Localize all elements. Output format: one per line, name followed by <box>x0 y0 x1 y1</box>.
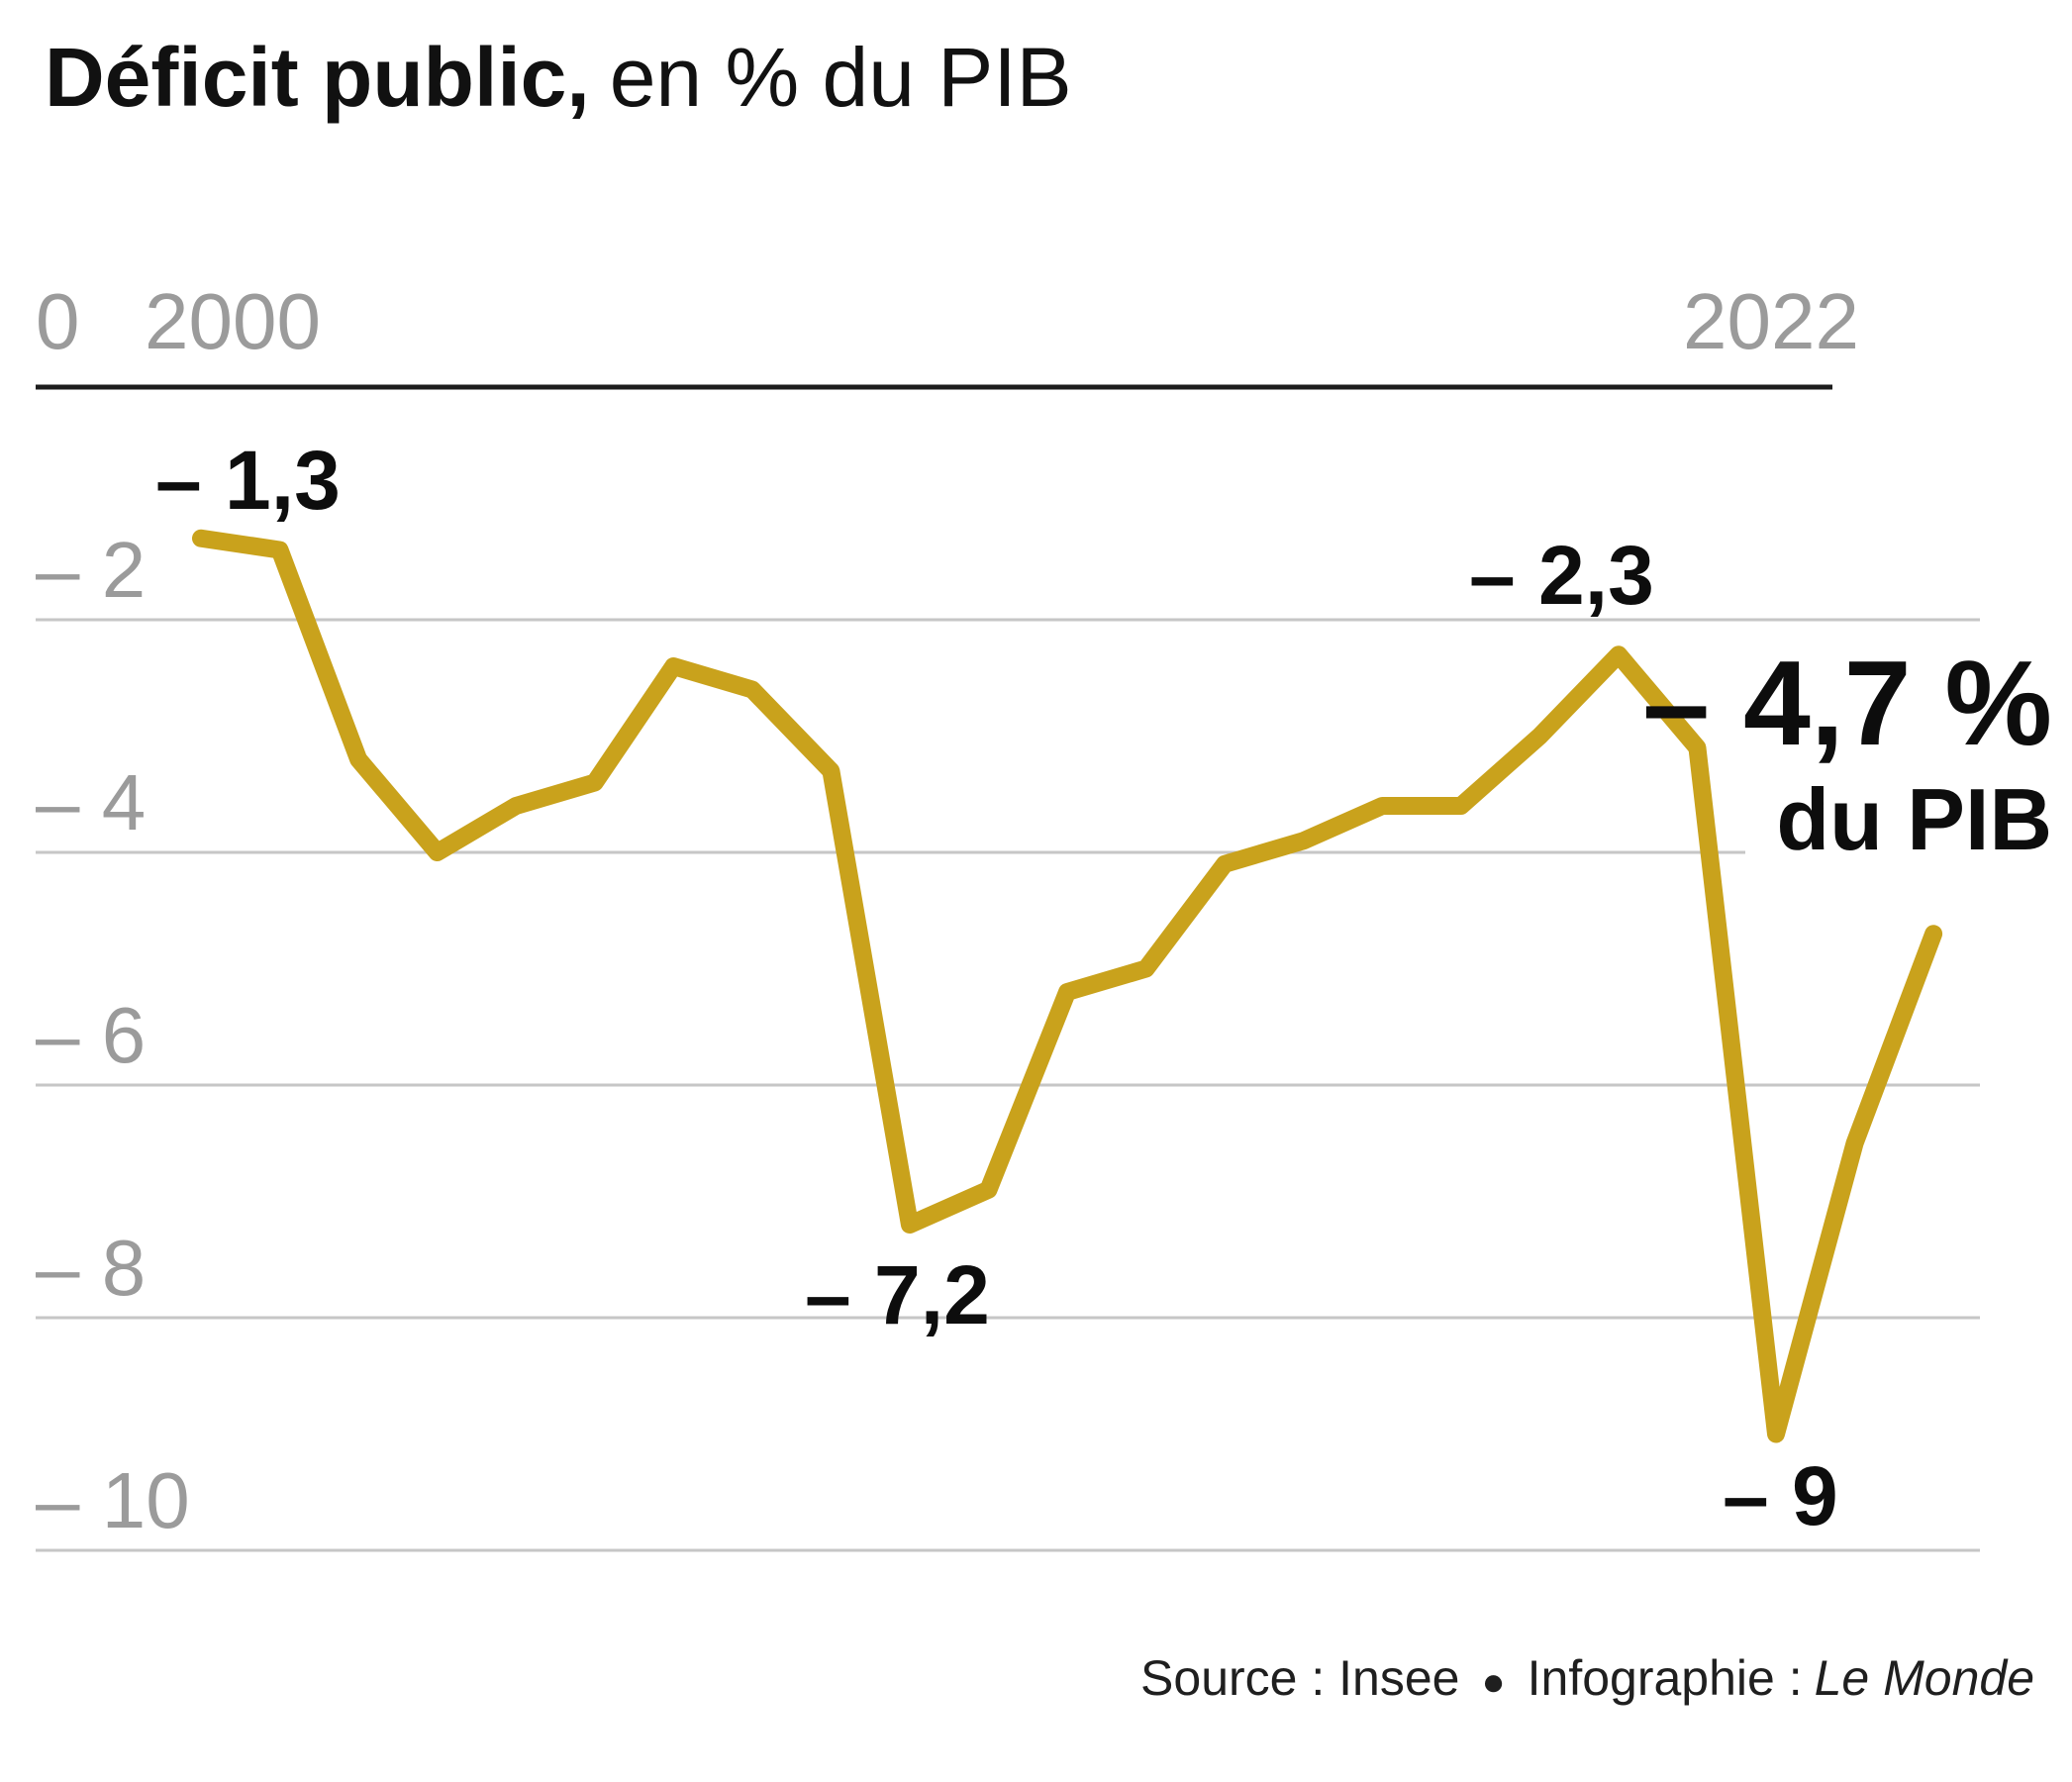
gridline-layer: – 2 – 4 – 6 – 8 – 10 <box>36 526 1980 1552</box>
y-tick-label--8: – 8 <box>36 1224 146 1312</box>
y-tick-label--2: – 2 <box>36 526 146 614</box>
source-credit-line: Source : Insee ● Infographie : Le Monde <box>1140 1650 2034 1706</box>
source-label: Source : Insee <box>1140 1650 1459 1706</box>
deficit-line <box>192 529 1943 1443</box>
annotation-n13: – 1,3 <box>155 434 341 527</box>
credit-label: Le Monde <box>1815 1650 2034 1706</box>
chart-title: Déficit public, en % du PIB <box>45 31 1072 124</box>
y-tick-label--10: – 10 <box>36 1456 190 1544</box>
bullet-separator-icon: ● <box>1481 1660 1505 1704</box>
annotation-layer: – 1,3 – 2,3 – 7,2 – 9 <box>155 434 1838 1542</box>
final-value-annotation: – 4,7 % <box>1642 636 2052 770</box>
annotation-n23: – 2,3 <box>1469 529 1654 622</box>
x-axis-zero-label: 0 <box>36 277 80 365</box>
annotation-n9: – 9 <box>1723 1449 1838 1542</box>
annotation-n72: – 7,2 <box>805 1248 990 1341</box>
y-tick-label--6: – 6 <box>36 991 146 1079</box>
chart-title-bold: Déficit public, <box>45 31 590 124</box>
y-tick-label--4: – 4 <box>36 758 146 846</box>
final-value-annotation-sub: du PIB <box>1776 770 2052 868</box>
x-axis-start-label: 2000 <box>145 277 321 365</box>
x-axis-end-label: 2022 <box>1683 277 1859 365</box>
infographie-label: Infographie : <box>1528 1650 1803 1706</box>
chart-title-rest: en % du PIB <box>610 31 1072 124</box>
series-layer <box>192 529 1943 1443</box>
